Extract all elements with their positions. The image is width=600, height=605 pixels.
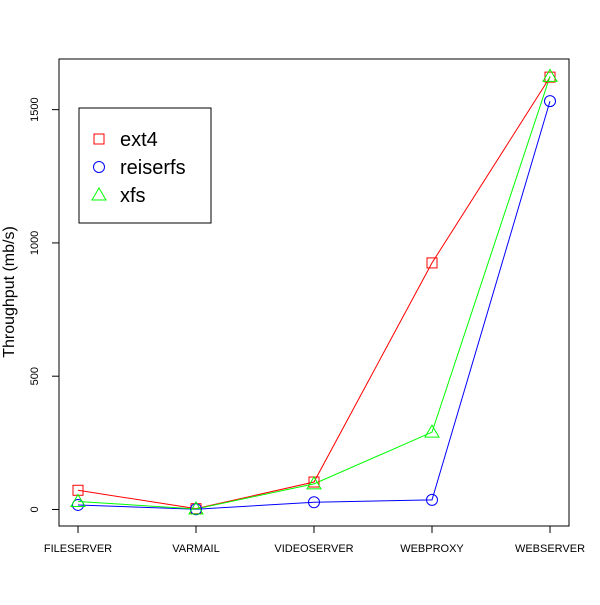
x-tick-label: WEBSERVER	[515, 543, 585, 555]
data-point-reiserfs	[426, 493, 438, 506]
y-tick-label: 0	[29, 506, 41, 512]
data-point-reiserfs	[72, 498, 84, 511]
legend-symbol-ext4	[93, 133, 105, 145]
legend: ext4 reiserfs xfs	[78, 107, 212, 224]
y-tick-label: 1000	[29, 231, 41, 255]
data-point-xfs	[306, 475, 322, 490]
series-line-ext4	[77, 76, 551, 510]
data-point-reiserfs	[190, 503, 202, 516]
x-tick-label: FILESERVER	[44, 543, 112, 555]
series-markers	[70, 68, 558, 516]
x-tick-label: WEBPROXY	[400, 543, 464, 555]
data-point-xfs	[188, 500, 204, 515]
legend-box	[78, 107, 212, 224]
legend-label-reiserfs: reiserfs	[120, 157, 186, 179]
series-lines	[77, 76, 551, 510]
data-point-xfs	[542, 68, 558, 82]
x-axis: FILESERVER VARMAIL VIDEOSERVER WEBPROXY WEBS…	[44, 526, 585, 555]
data-point-reiserfs	[544, 95, 556, 108]
data-point-ext4	[426, 257, 438, 269]
legend-label-xfs: xfs	[120, 185, 146, 207]
data-point-xfs	[70, 493, 86, 507]
y-tick-label: 1500	[29, 97, 41, 121]
series-line-reiserfs	[77, 100, 551, 510]
x-tick-label: VARMAIL	[172, 543, 219, 555]
data-point-reiserfs	[308, 496, 320, 509]
y-axis-title: Throughput (mb/s)	[1, 226, 18, 358]
legend-label-ext4: ext4	[120, 129, 158, 151]
legend-symbol-reiserfs	[93, 161, 105, 173]
x-tick-label: VIDEOSERVER	[274, 543, 353, 555]
y-tick-label: 500	[29, 367, 41, 385]
y-axis: 0 500 1000 1500	[29, 97, 59, 513]
data-point-xfs	[424, 424, 440, 438]
legend-symbol-xfs	[91, 187, 107, 201]
series-line-xfs	[77, 76, 551, 510]
